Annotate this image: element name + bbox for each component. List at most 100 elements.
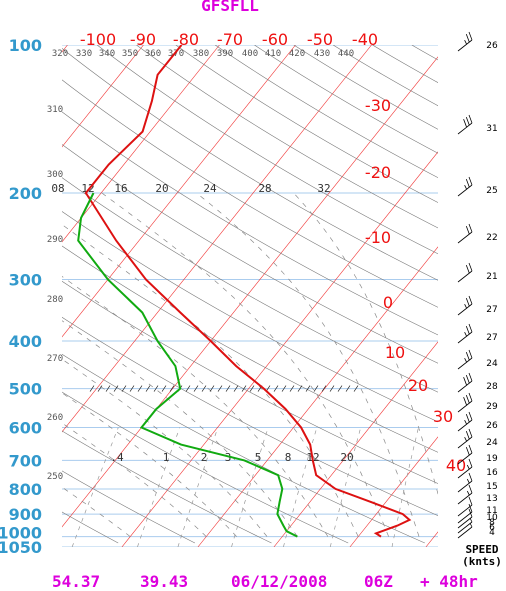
isotherm-label: 10 (385, 343, 405, 362)
wind-barb-half (464, 420, 467, 425)
wind-barb-flag (468, 31, 473, 41)
footer-hour: 06Z (364, 572, 393, 591)
wind-barb (457, 526, 473, 539)
wind-barb-flag (468, 472, 473, 482)
mixing-ratio-line (137, 427, 181, 547)
wind-speed-label: 6 (489, 523, 495, 533)
mixing-ratio-top-label: 20 (155, 182, 168, 195)
hatch-mark (273, 385, 279, 392)
wind-speed-label: 10 (486, 513, 498, 523)
chart-title: GFSFLL (201, 0, 259, 15)
wind-speed-label: 24 (486, 359, 498, 369)
hatch-mark (153, 385, 159, 392)
wind-speed-label: 27 (486, 333, 497, 343)
wind-barb-half (464, 304, 467, 309)
hatch-mark (217, 385, 223, 392)
wind-barb-flag (468, 444, 473, 454)
dry-adiabat (62, 430, 272, 544)
isotherm-label: 40 (446, 456, 466, 475)
isotherm-line (502, 45, 506, 547)
dry-adiabat (332, 45, 438, 107)
wind-barb-half (464, 185, 467, 190)
moist-adiabat (101, 192, 389, 537)
isotherm-label: -90 (130, 30, 156, 49)
wind-barb (457, 452, 473, 465)
wind-barb (457, 492, 473, 505)
hatch-mark (201, 385, 207, 392)
wind-barb-flag (465, 33, 470, 43)
mixing-ratio-line (177, 427, 219, 547)
wind-barb-half (464, 358, 467, 363)
wind-barb-flag (468, 503, 473, 513)
wind-barb-half (464, 332, 467, 337)
dry-adiabat (62, 144, 438, 364)
mixing-ratio-top-label: 28 (258, 182, 271, 195)
dry-adiabat (214, 45, 438, 179)
wind-speed-label: 13 (486, 494, 497, 504)
theta-label: 420 (289, 49, 305, 59)
wind-barb-half (466, 490, 470, 496)
wind-barb (457, 380, 473, 393)
wind-speed-label: 16 (486, 468, 498, 478)
isotherm-label: -50 (307, 30, 333, 49)
wind-barb-flag (465, 178, 470, 188)
mixing-ratio-bottom-label: 1 (163, 451, 170, 464)
wind-barb-flag (468, 176, 473, 186)
dry-adiabat (62, 280, 438, 484)
wind-barb (457, 122, 473, 135)
theta-label: 300 (47, 170, 63, 180)
wind-barb-flag (468, 458, 473, 468)
isotherm-line (273, 341, 438, 547)
dry-adiabat (136, 45, 438, 229)
pressure-tick-label: 900 (9, 505, 42, 524)
wind-barb-flag (463, 377, 467, 386)
isotherm-label: -40 (352, 30, 378, 49)
dry-adiabat (96, 45, 438, 255)
hatch-mark (137, 385, 143, 392)
wind-barb (457, 231, 473, 244)
moist-adiabat (62, 422, 207, 537)
moist-adiabat (62, 358, 268, 537)
dry-adiabat (62, 391, 349, 544)
hatch-mark (193, 385, 199, 392)
hatch-mark (209, 385, 215, 392)
dry-adiabat (62, 245, 438, 453)
theta-label: 390 (217, 49, 233, 59)
wind-speed-label: 26 (486, 421, 498, 431)
wind-speed-label: 24 (486, 438, 498, 448)
wind-barb-flag (468, 484, 473, 494)
isotherm-label: -70 (217, 30, 243, 49)
hatch-mark (337, 385, 343, 392)
hatch-mark (105, 385, 111, 392)
footer-forecast: + 48hr (420, 572, 478, 591)
hatch-mark (233, 385, 239, 392)
mixing-ratio-top-label: 32 (317, 182, 330, 195)
pressure-tick-label: 400 (9, 332, 42, 351)
isotherm-line (121, 151, 438, 547)
theta-label: 330 (76, 49, 92, 59)
theta-label: 290 (47, 235, 63, 245)
mixing-ratio-bottom-label: 2 (201, 451, 208, 464)
wind-barb (457, 511, 473, 524)
pressure-tick-label: 600 (9, 419, 42, 438)
wind-barb-flag (468, 372, 473, 382)
isotherm-line (62, 45, 296, 338)
wind-barb (457, 480, 473, 493)
wind-barb (457, 419, 473, 432)
mixing-ratio-bottom-label: 3 (225, 451, 232, 464)
wind-barb-flag (468, 114, 473, 124)
hatch-mark (225, 385, 231, 392)
isotherm-label: -10 (365, 228, 391, 247)
dry-adiabat (175, 45, 438, 203)
theta-label: 260 (47, 413, 63, 423)
moist-adiabat (62, 320, 298, 537)
footer-date: 06/12/2008 (231, 572, 327, 591)
speed-label: SPEED (465, 543, 498, 556)
mixing-ratio-bottom-label: 5 (255, 451, 262, 464)
wind-barb-flag (468, 295, 473, 305)
wind-barb-flag (465, 446, 470, 456)
speed-units: (knts) (462, 555, 502, 568)
hatch-mark (113, 385, 119, 392)
hatch-mark (129, 385, 135, 392)
